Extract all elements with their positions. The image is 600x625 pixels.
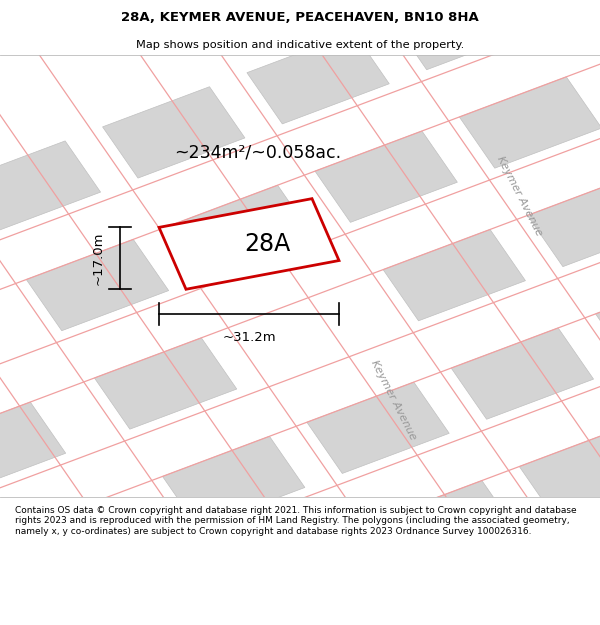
- Polygon shape: [59, 599, 202, 625]
- Polygon shape: [230, 535, 373, 625]
- Polygon shape: [103, 87, 245, 178]
- Polygon shape: [0, 141, 101, 232]
- Polygon shape: [315, 131, 457, 222]
- Polygon shape: [460, 77, 600, 168]
- Text: 28A: 28A: [244, 232, 290, 256]
- Polygon shape: [383, 229, 526, 321]
- Text: Keymer Avenue: Keymer Avenue: [368, 358, 418, 441]
- Text: ~234m²/~0.058ac.: ~234m²/~0.058ac.: [175, 143, 341, 161]
- Text: 28A, KEYMER AVENUE, PEACEHAVEN, BN10 8HA: 28A, KEYMER AVENUE, PEACEHAVEN, BN10 8HA: [121, 11, 479, 24]
- Polygon shape: [451, 328, 593, 419]
- Polygon shape: [159, 199, 339, 289]
- Polygon shape: [307, 382, 449, 474]
- Text: Contains OS data © Crown copyright and database right 2021. This information is : Contains OS data © Crown copyright and d…: [15, 506, 577, 536]
- Polygon shape: [247, 32, 389, 124]
- Polygon shape: [163, 436, 305, 528]
- Polygon shape: [596, 274, 600, 365]
- Polygon shape: [94, 338, 237, 429]
- Polygon shape: [375, 481, 517, 572]
- Polygon shape: [0, 501, 134, 592]
- Polygon shape: [26, 239, 169, 331]
- Polygon shape: [170, 185, 313, 276]
- Text: ~17.0m: ~17.0m: [92, 232, 105, 285]
- Text: ~31.2m: ~31.2m: [222, 331, 276, 344]
- Polygon shape: [520, 426, 600, 518]
- Polygon shape: [391, 0, 533, 70]
- Polygon shape: [0, 402, 65, 493]
- Polygon shape: [527, 175, 600, 267]
- Text: Keymer Avenue: Keymer Avenue: [494, 155, 544, 238]
- Text: Map shows position and indicative extent of the property.: Map shows position and indicative extent…: [136, 39, 464, 49]
